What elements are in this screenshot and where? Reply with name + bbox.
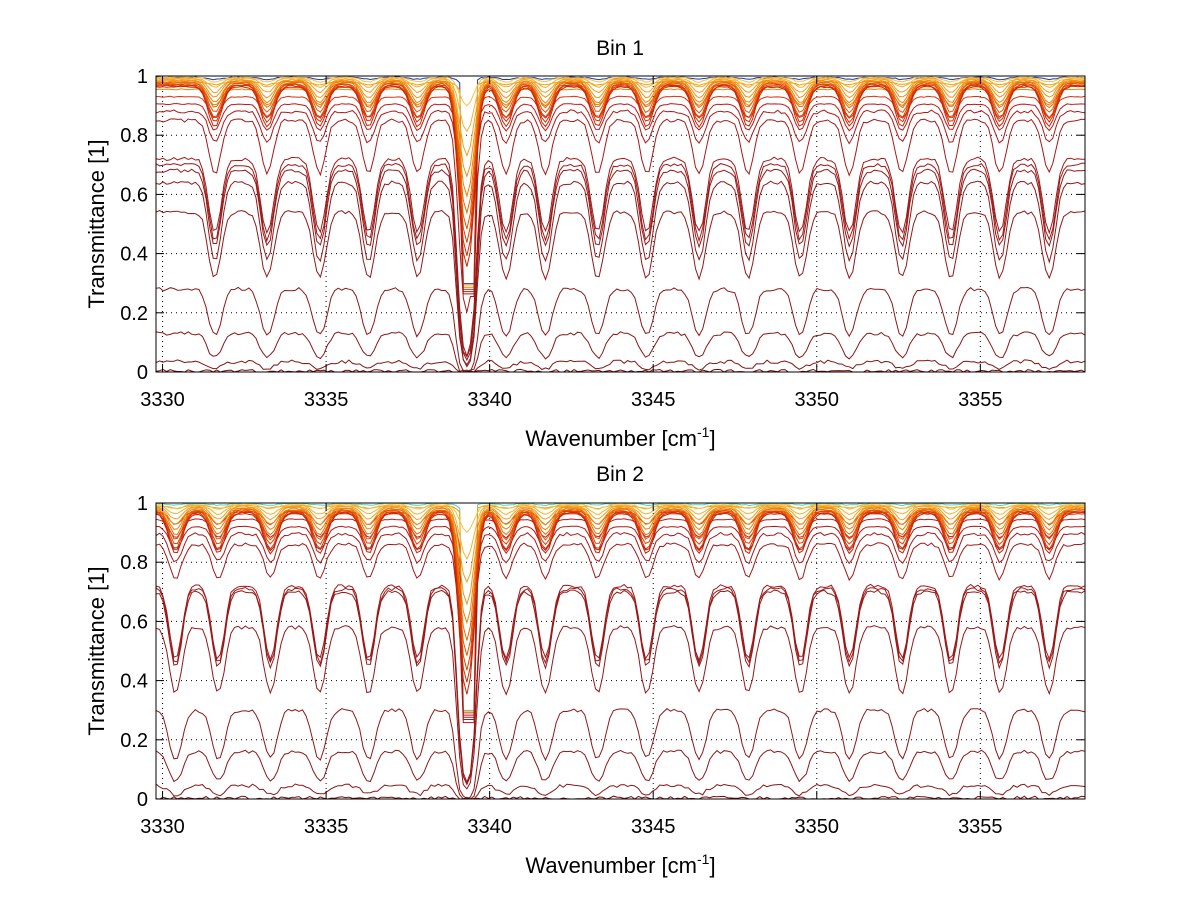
- subplot-bin-2: Bin 2 3330 3335 3340 3345 3350 3355 0 0.2 0.4 0.…: [84, 463, 1086, 878]
- series-line: [155, 168, 1086, 362]
- x-tick-label: 3330: [140, 816, 185, 838]
- series-line: [155, 542, 1086, 724]
- series-line: [155, 109, 1086, 295]
- y-tick-label: 0: [137, 362, 148, 384]
- y-tick-label: 0.8: [120, 125, 148, 147]
- axes-frame: [155, 75, 1086, 373]
- x-tick-label: 3355: [958, 389, 1003, 411]
- subplot-title: Bin 1: [596, 37, 644, 60]
- x-tick-label: 3350: [795, 389, 840, 411]
- series-lines: [155, 502, 1086, 800]
- series-line: [155, 508, 1086, 641]
- y-tick-label: 0.4: [120, 671, 148, 693]
- x-axis-label: Wavenumber [cm-1]: [525, 424, 715, 451]
- series-line: [155, 505, 1085, 584]
- series-line: [155, 525, 1086, 718]
- series-line: [155, 156, 1085, 358]
- x-tick-label: 3335: [304, 816, 349, 838]
- y-ticks: 0 0.2 0.4 0.6 0.8 1: [120, 66, 1085, 384]
- series-line: [155, 510, 1086, 671]
- y-tick-label: 0.4: [120, 244, 148, 266]
- series-line: [155, 331, 1086, 372]
- series-line: [155, 518, 1086, 716]
- series-line: [155, 708, 1086, 799]
- x-tick-label: 3340: [467, 389, 512, 411]
- series-line: [155, 76, 1086, 107]
- series-line: [155, 162, 1086, 358]
- series-line: [155, 504, 1086, 561]
- y-tick-label: 0.6: [120, 611, 148, 633]
- series-line: [155, 77, 1086, 133]
- series-line: [155, 503, 1086, 534]
- series-line: [155, 81, 1086, 215]
- series-line: [155, 286, 1086, 373]
- series-line: [155, 85, 1086, 267]
- subplot-bin-1: Bin 1 3330 3335 3340 3345 3350 3355 0 0.2 0.4 0.…: [84, 37, 1086, 451]
- series-lines: [155, 76, 1086, 373]
- axes-frame: [155, 502, 1086, 800]
- y-ticks: 0 0.2 0.4 0.6 0.8 1: [120, 493, 1085, 811]
- series-line: [155, 586, 1086, 786]
- series-line: [155, 180, 1086, 366]
- series-line: [155, 103, 1086, 293]
- series-line: [155, 83, 1086, 243]
- subplot-title: Bin 2: [596, 463, 644, 486]
- y-axis-label: Transmittance [1]: [84, 139, 109, 308]
- series-line: [155, 531, 1086, 720]
- y-tick-label: 1: [137, 493, 148, 515]
- series-line: [155, 368, 1086, 373]
- series-line: [155, 118, 1086, 313]
- series-line: [155, 359, 1086, 373]
- x-tick-label: 3330: [140, 389, 185, 411]
- x-tick-label: 3335: [304, 389, 349, 411]
- x-tick-label: 3355: [958, 816, 1003, 838]
- y-tick-label: 0.6: [120, 184, 148, 206]
- series-line: [155, 795, 1086, 800]
- y-axis-label: Transmittance [1]: [84, 566, 109, 735]
- x-ticks: 3330 3335 3340 3345 3350 3355: [140, 76, 1003, 411]
- x-tick-label: 3345: [631, 816, 676, 838]
- grid-lines: [156, 503, 1085, 799]
- x-tick-label: 3340: [467, 816, 512, 838]
- series-line: [156, 589, 1086, 785]
- series-line: [155, 79, 1086, 178]
- series-line: [155, 749, 1086, 800]
- y-tick-label: 0.2: [120, 303, 148, 325]
- series-line: [155, 209, 1086, 368]
- y-tick-label: 1: [137, 66, 148, 88]
- series-line: [155, 507, 1086, 625]
- series-line: [155, 78, 1086, 158]
- series-line: [155, 82, 1086, 230]
- series-line: [155, 509, 1086, 656]
- y-tick-label: 0: [137, 789, 148, 811]
- series-line: [155, 783, 1086, 800]
- series-line: [155, 511, 1086, 683]
- x-tick-label: 3350: [795, 816, 840, 838]
- x-tick-label: 3345: [631, 389, 676, 411]
- series-line: [155, 625, 1086, 790]
- series-line: [155, 84, 1086, 256]
- x-ticks: 3330 3335 3340 3345 3350 3355: [140, 503, 1003, 838]
- series-line: [155, 506, 1086, 606]
- x-axis-label: Wavenumber [cm-1]: [525, 851, 715, 878]
- y-tick-label: 0.8: [120, 552, 148, 574]
- y-tick-label: 0.2: [120, 730, 148, 752]
- series-line: [155, 512, 1086, 695]
- series-line: [155, 80, 1086, 198]
